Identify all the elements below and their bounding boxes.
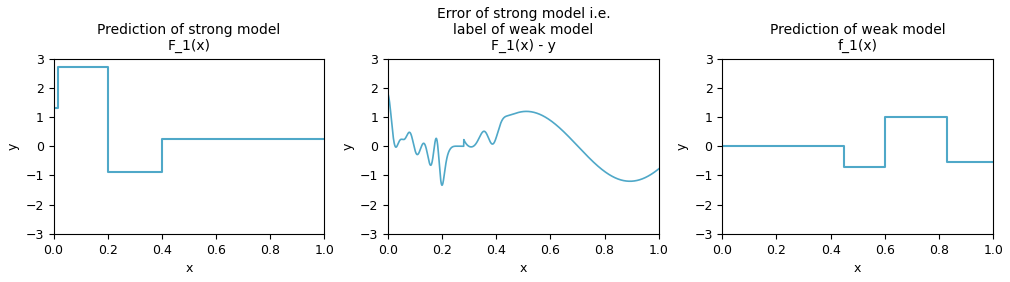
Y-axis label: y: y: [676, 142, 689, 150]
X-axis label: x: x: [520, 262, 527, 275]
Y-axis label: y: y: [7, 142, 20, 150]
Y-axis label: y: y: [341, 142, 355, 150]
Title: Prediction of strong model
F_1(x): Prediction of strong model F_1(x): [97, 23, 281, 54]
X-axis label: x: x: [185, 262, 193, 275]
X-axis label: x: x: [854, 262, 862, 275]
Title: Error of strong model i.e.
label of weak model
F_1(x) - y: Error of strong model i.e. label of weak…: [436, 7, 610, 54]
Title: Prediction of weak model
f_1(x): Prediction of weak model f_1(x): [770, 23, 945, 54]
